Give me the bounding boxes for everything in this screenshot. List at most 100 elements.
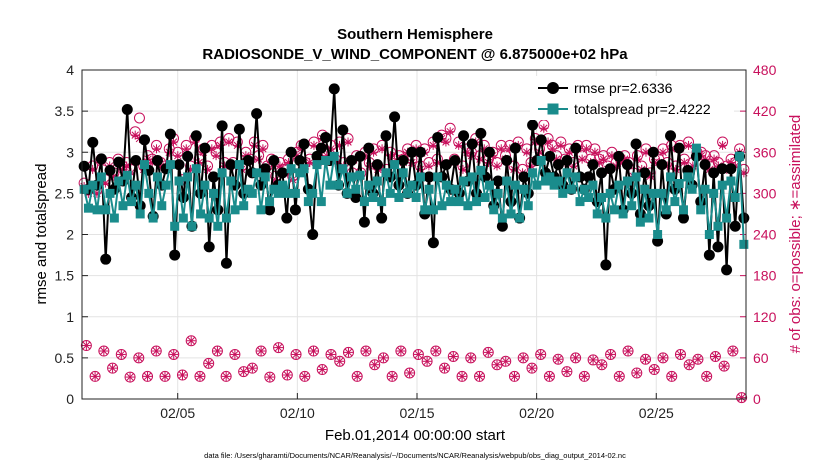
obs-assimilated-point (679, 158, 689, 168)
obs-assimilated-low-point (99, 346, 109, 356)
obs-assimilated-low-point (387, 371, 397, 381)
totalspread-point (286, 164, 296, 174)
totalspread-point (372, 176, 382, 186)
totalspread-point (403, 188, 413, 198)
obs-possible-low-point (351, 370, 363, 382)
obs-possible-low-point (342, 346, 354, 358)
obs-assimilated-low-point (143, 371, 153, 381)
obs-possible-low-point (596, 359, 608, 371)
obs-assimilated-low-point (571, 353, 581, 363)
obs-possible-low-point (508, 370, 520, 382)
obs-possible-low-point (578, 370, 590, 382)
totalspread-point (476, 165, 486, 175)
rmse-point (164, 128, 176, 140)
totalspread-point (722, 213, 732, 223)
totalspread-point (678, 205, 688, 215)
obs-assimilated-point (151, 144, 161, 154)
rmse-point (703, 249, 715, 261)
y-axis-label: rmse and totalspread (33, 164, 50, 305)
totalspread-point (424, 184, 434, 194)
legend-box (530, 76, 734, 120)
rmse-point (626, 187, 638, 199)
x-tick-label: 02/05 (160, 405, 195, 421)
totalspread-point (209, 188, 219, 198)
totalspread-point (364, 180, 374, 190)
obs-assimilated-low-point (440, 363, 450, 373)
obs-assimilated-low-point (291, 349, 301, 359)
legend: rmse pr=2.6336 totalspread pr=2.4222 (530, 76, 734, 120)
obs-assimilated-low-point (641, 354, 651, 364)
obs-possible-low-point (404, 367, 416, 379)
obs-assimilated-low-point (256, 346, 266, 356)
rmse-point (630, 138, 642, 150)
rmse-point (225, 159, 237, 171)
totalspread-point (618, 209, 628, 219)
obs-assimilated-low-point (125, 372, 135, 382)
totalspread-point (282, 188, 292, 198)
totalspread-point (584, 192, 594, 202)
obs-assimilated-low-point (169, 349, 179, 359)
totalspread-point (622, 176, 632, 186)
rmse-point (95, 153, 107, 165)
totalspread-point (519, 184, 529, 194)
y-tick-label: 2 (66, 227, 74, 243)
totalspread-point (532, 180, 542, 190)
y2-tick-label: 240 (753, 227, 777, 243)
obs-possible-low-point (159, 370, 171, 382)
totalspread-point (135, 209, 145, 219)
rmse-point (397, 154, 409, 166)
totalspread-point (420, 205, 430, 215)
rmse-point (492, 175, 504, 187)
obs-assimilated-point (441, 137, 451, 147)
obs-possible-low-point (360, 345, 372, 357)
rmse-point (212, 204, 224, 216)
obs-assimilated-low-point (632, 368, 642, 378)
obs-assimilated-low-point (326, 349, 336, 359)
obs-assimilated-low-point (544, 371, 554, 381)
totalspread-point (308, 188, 318, 198)
obs-possible-low-point (552, 353, 564, 365)
totalspread-point (92, 205, 102, 215)
obs-possible-low-point (631, 367, 643, 379)
obs-assimilated-low-point (536, 349, 546, 359)
totalspread-point (687, 184, 697, 194)
obs-possible-low-point (107, 362, 119, 374)
totalspread-point (735, 151, 745, 161)
totalspread-point (588, 180, 598, 190)
obs-assimilated-low-point (108, 363, 118, 373)
y2-tick-label: 300 (753, 185, 777, 201)
rmse-point (466, 138, 478, 150)
rmse-point (251, 108, 263, 120)
totalspread-point (713, 221, 723, 231)
totalspread-point (528, 168, 538, 178)
obs-assimilated-low-point (562, 367, 572, 377)
obs-possible-low-point (246, 362, 258, 374)
y-axis-ticks: 0 0.5 1 1.5 2 2.5 3 3.5 4 (55, 62, 88, 407)
rmse-point (527, 119, 539, 131)
obs-assimilated-low-point (527, 363, 537, 373)
totalspread-point (635, 217, 645, 227)
totalspread-point (79, 184, 89, 194)
obs-assimilated-low-point (352, 371, 362, 381)
rmse-point (544, 150, 556, 162)
rmse-point (587, 159, 599, 171)
rmse-point (561, 154, 573, 166)
totalspread-point (523, 201, 533, 211)
totalspread-point (303, 197, 313, 207)
totalspread-series (79, 143, 749, 249)
obs-assimilated-low-series (81, 336, 747, 403)
obs-assimilated-point (522, 147, 532, 157)
obs-assimilated-low-point (457, 371, 467, 381)
rmse-point (423, 171, 435, 183)
y2-tick-label: 480 (753, 62, 777, 78)
totalspread-point (459, 176, 469, 186)
totalspread-point (571, 172, 581, 182)
rmse-point (483, 146, 495, 158)
obs-assimilated-point (211, 151, 221, 161)
obs-possible-low-point (517, 352, 529, 364)
totalspread-point (140, 160, 150, 170)
series-layer (78, 83, 750, 404)
obs-possible-low-point (299, 370, 311, 382)
obs-assimilated-low-point (466, 353, 476, 363)
